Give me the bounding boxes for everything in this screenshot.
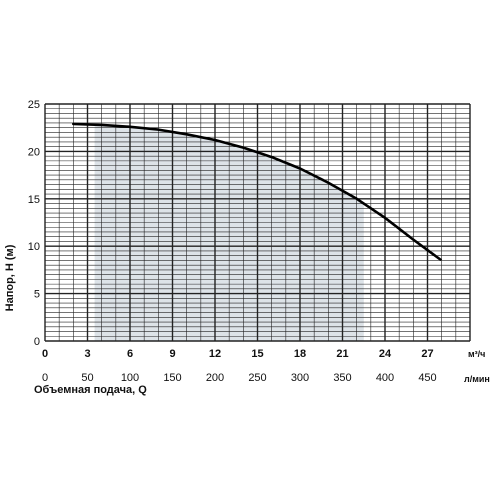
performance-curve bbox=[72, 122, 442, 261]
x-tick-label-primary: 24 bbox=[379, 348, 392, 360]
x-tick-label-secondary: 400 bbox=[376, 372, 394, 384]
x-unit-secondary: л/мин bbox=[464, 374, 490, 384]
x-tick-label-secondary: 100 bbox=[121, 372, 139, 384]
y-tick-label: 5 bbox=[34, 289, 40, 301]
x-tick-label-primary: 27 bbox=[421, 348, 433, 360]
x-axis-title: Объемная подача, Q bbox=[34, 384, 147, 396]
curve-layer bbox=[72, 122, 442, 261]
x-tick-label-primary: 9 bbox=[169, 348, 175, 360]
grid bbox=[44, 103, 471, 342]
x-tick-label-primary: 12 bbox=[209, 348, 221, 360]
y-tick-label: 10 bbox=[28, 241, 40, 253]
x-tick-label-secondary: 450 bbox=[418, 372, 436, 384]
y-axis-title: Напор, H (м) bbox=[4, 244, 16, 311]
x-tick-label-primary: 6 bbox=[127, 348, 133, 360]
y-tick-labels: 0 5 10 15 20 25 bbox=[28, 99, 40, 348]
y-tick-label: 25 bbox=[28, 99, 40, 111]
x-tick-labels-secondary: 0 50 100 150 200 250 300 350 400 450 bbox=[42, 372, 437, 384]
x-unit-primary: м³/ч bbox=[468, 349, 485, 359]
x-tick-label-primary: 21 bbox=[336, 348, 348, 360]
x-tick-label-secondary: 200 bbox=[206, 372, 224, 384]
y-tick-label: 20 bbox=[28, 146, 40, 158]
x-tick-label-secondary: 300 bbox=[291, 372, 309, 384]
x-tick-label-primary: 18 bbox=[294, 348, 306, 360]
x-tick-label-secondary: 350 bbox=[333, 372, 351, 384]
x-tick-label-secondary: 50 bbox=[81, 372, 93, 384]
y-tick-label: 15 bbox=[28, 194, 40, 206]
y-tick-label: 0 bbox=[34, 336, 40, 348]
x-tick-label-secondary: 250 bbox=[248, 372, 266, 384]
x-tick-label-primary: 15 bbox=[251, 348, 263, 360]
x-tick-label-secondary: 0 bbox=[42, 372, 48, 384]
x-tick-label-primary: 0 bbox=[42, 348, 48, 360]
x-tick-labels-primary: 0 3 6 9 12 15 18 21 24 27 bbox=[42, 348, 434, 360]
x-tick-label-secondary: 150 bbox=[163, 372, 181, 384]
x-tick-label-primary: 3 bbox=[84, 348, 90, 360]
